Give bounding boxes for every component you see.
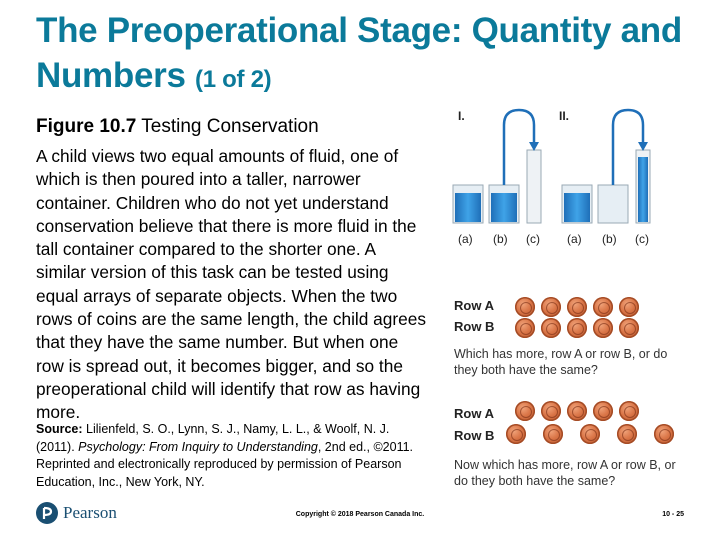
body-paragraph: A child views two equal amounts of fluid… [36, 146, 427, 423]
penny-coin [541, 297, 561, 317]
panel-2-label-a: (a) [567, 232, 582, 246]
panel-2-roman: II. [559, 109, 569, 123]
penny-coin [617, 424, 637, 444]
pearson-logo-icon [36, 502, 58, 524]
penny-coin [543, 424, 563, 444]
page-number: 10 - 25 [662, 511, 684, 518]
penny-coin [541, 401, 561, 421]
figure-label: Figure 10.7 [36, 116, 137, 137]
source-text-after: , 2nd ed., ©2011. Reprinted and electron… [36, 439, 414, 489]
penny-coin [593, 318, 613, 338]
figure-caption-text: Testing Conservation [141, 116, 319, 137]
set1-row-a-label: Row A [454, 298, 494, 313]
penny-coin [567, 297, 587, 317]
penny-coin [515, 318, 535, 338]
penny-coin [593, 297, 613, 317]
panel-2-beakers: (a) (b) (c) [561, 108, 651, 246]
source-citation: Source: Lilienfeld, S. O., Lynn, S. J., … [36, 421, 426, 491]
penny-coin [541, 318, 561, 338]
figure-caption: Figure 10.7 Testing Conservation [36, 116, 319, 138]
penny-coin [515, 297, 535, 317]
panel-2-label-c: (c) [635, 232, 649, 246]
copyright-text: Copyright © 2018 Pearson Canada Inc. [295, 511, 425, 518]
panel-1-label-b: (b) [493, 232, 508, 246]
panel-2-label-b: (b) [602, 232, 617, 246]
penny-coin [567, 318, 587, 338]
source-text-before: Lilienfeld, S. O., Lynn, S. J., Namy, L.… [36, 422, 390, 454]
source-label: Source: [36, 422, 83, 436]
source-book-title: Psychology: From Inquiry to Understandin… [78, 439, 318, 454]
penny-coin [567, 401, 587, 421]
penny-coin [593, 401, 613, 421]
slide-title: The Preoperational Stage: Quantity and N… [36, 8, 696, 102]
set2-row-a-label: Row A [454, 406, 494, 421]
panel-1-label-c: (c) [526, 232, 540, 246]
panel-1-roman: I. [458, 109, 465, 123]
pearson-logo: Pearson [36, 502, 117, 524]
penny-coin [506, 424, 526, 444]
set2-question: Now which has more, row A or row B, or d… [454, 458, 676, 488]
penny-coin [515, 401, 535, 421]
set2-row-b-label: Row B [454, 428, 495, 443]
set1-row-b-label: Row B [454, 319, 495, 334]
panel-1-beakers: (a) (b) (c) [452, 108, 542, 246]
penny-coin [619, 318, 639, 338]
set1-question: Which has more, row A or row B, or do th… [454, 347, 668, 377]
panel-1-label-a: (a) [458, 232, 473, 246]
beaker-illustration: I. II. (a) (b) (c) (a) (b) (c) [452, 108, 651, 246]
penny-coin [619, 297, 639, 317]
pearson-logo-text: Pearson [63, 503, 117, 522]
title-suffix: (1 of 2) [195, 66, 272, 93]
penny-coin [580, 424, 600, 444]
title-main: The Preoperational Stage: Quantity and N… [36, 11, 682, 95]
penny-coin [619, 401, 639, 421]
penny-coin [654, 424, 674, 444]
